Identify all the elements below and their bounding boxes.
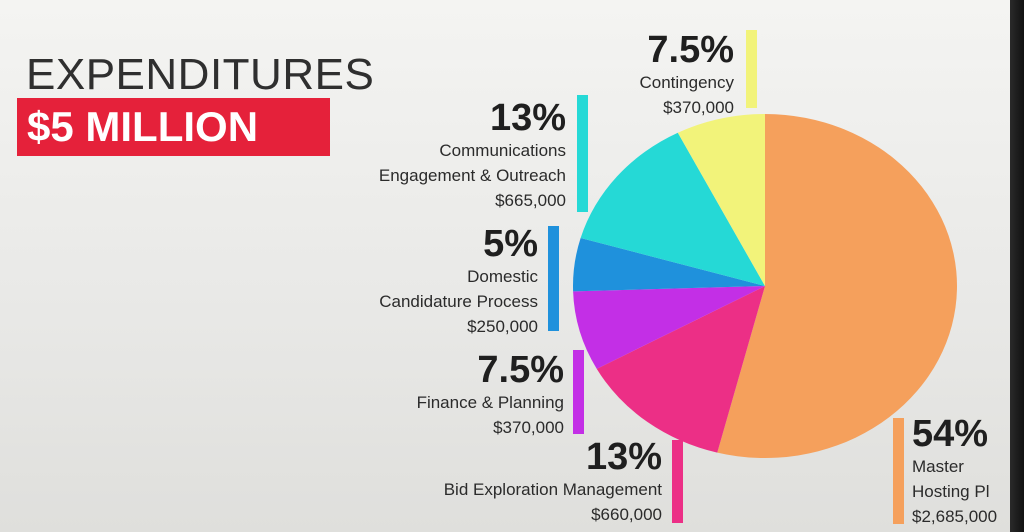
name-contingency: Contingency: [639, 73, 734, 92]
label-domestic: 5% Domestic Candidature Process $250,000: [379, 224, 538, 339]
name-domestic-2: Candidature Process: [379, 292, 538, 311]
bar-finance: [573, 350, 584, 434]
pie-slice-domestic: [573, 238, 765, 292]
pct-label-contingency: 7.5%: [647, 29, 734, 71]
name-master-hosting-1: Master: [912, 457, 964, 476]
pct-label-domestic: 5%: [483, 223, 538, 265]
amount-master-hosting: $2,685,000: [912, 507, 998, 526]
label-master-hosting: 54% Master Hosting Pl $2,685,000: [912, 414, 1010, 529]
bar-communications: [577, 95, 588, 212]
amount-bid-exploration: $660,000: [591, 505, 662, 524]
pie-slice-communications: [580, 132, 765, 286]
amount-contingency: $370,000: [663, 98, 734, 117]
screen-bezel: [1010, 0, 1024, 532]
pct-label-bid-exploration: 13%: [585, 436, 662, 478]
name-communications-2: Engagement & Outreach: [378, 166, 566, 185]
pie-slice-finance: [573, 286, 765, 369]
label-communications: 13% Communications Engagement & Outreach…: [379, 98, 566, 213]
bar-master-hosting: [893, 418, 904, 524]
name-domestic-1: Domestic: [467, 267, 538, 286]
pie-slice-master-hosting: [717, 114, 958, 459]
chart-title: EXPENDITURES: [26, 50, 375, 99]
name-master-hosting-2: Hosting Pl: [912, 482, 990, 501]
name-finance: Finance & Planning: [416, 393, 564, 412]
name-bid-exploration: Bid Exploration Management: [443, 480, 662, 499]
label-bid-exploration: 13% Bid Exploration Management $660,000: [444, 437, 662, 527]
bar-domestic: [548, 226, 559, 331]
label-contingency: 7.5% Contingency $370,000: [639, 30, 734, 120]
bar-contingency: [746, 30, 757, 108]
name-communications-1: Communications: [439, 141, 566, 160]
bar-bid-exploration: [672, 440, 683, 523]
chart-subtitle: $5 MILLION: [17, 98, 330, 156]
pie-slice-bid-exploration: [596, 286, 765, 453]
pct-label-communications: 13%: [489, 97, 566, 139]
pct-label-master-hosting: 54%: [912, 414, 989, 455]
label-finance: 7.5% Finance & Planning $370,000: [417, 350, 564, 440]
amount-communications: $665,000: [495, 191, 566, 210]
amount-domestic: $250,000: [467, 317, 538, 336]
amount-finance: $370,000: [493, 418, 564, 437]
pct-label-finance: 7.5%: [477, 349, 564, 391]
pie-slice-contingency: [677, 114, 765, 286]
